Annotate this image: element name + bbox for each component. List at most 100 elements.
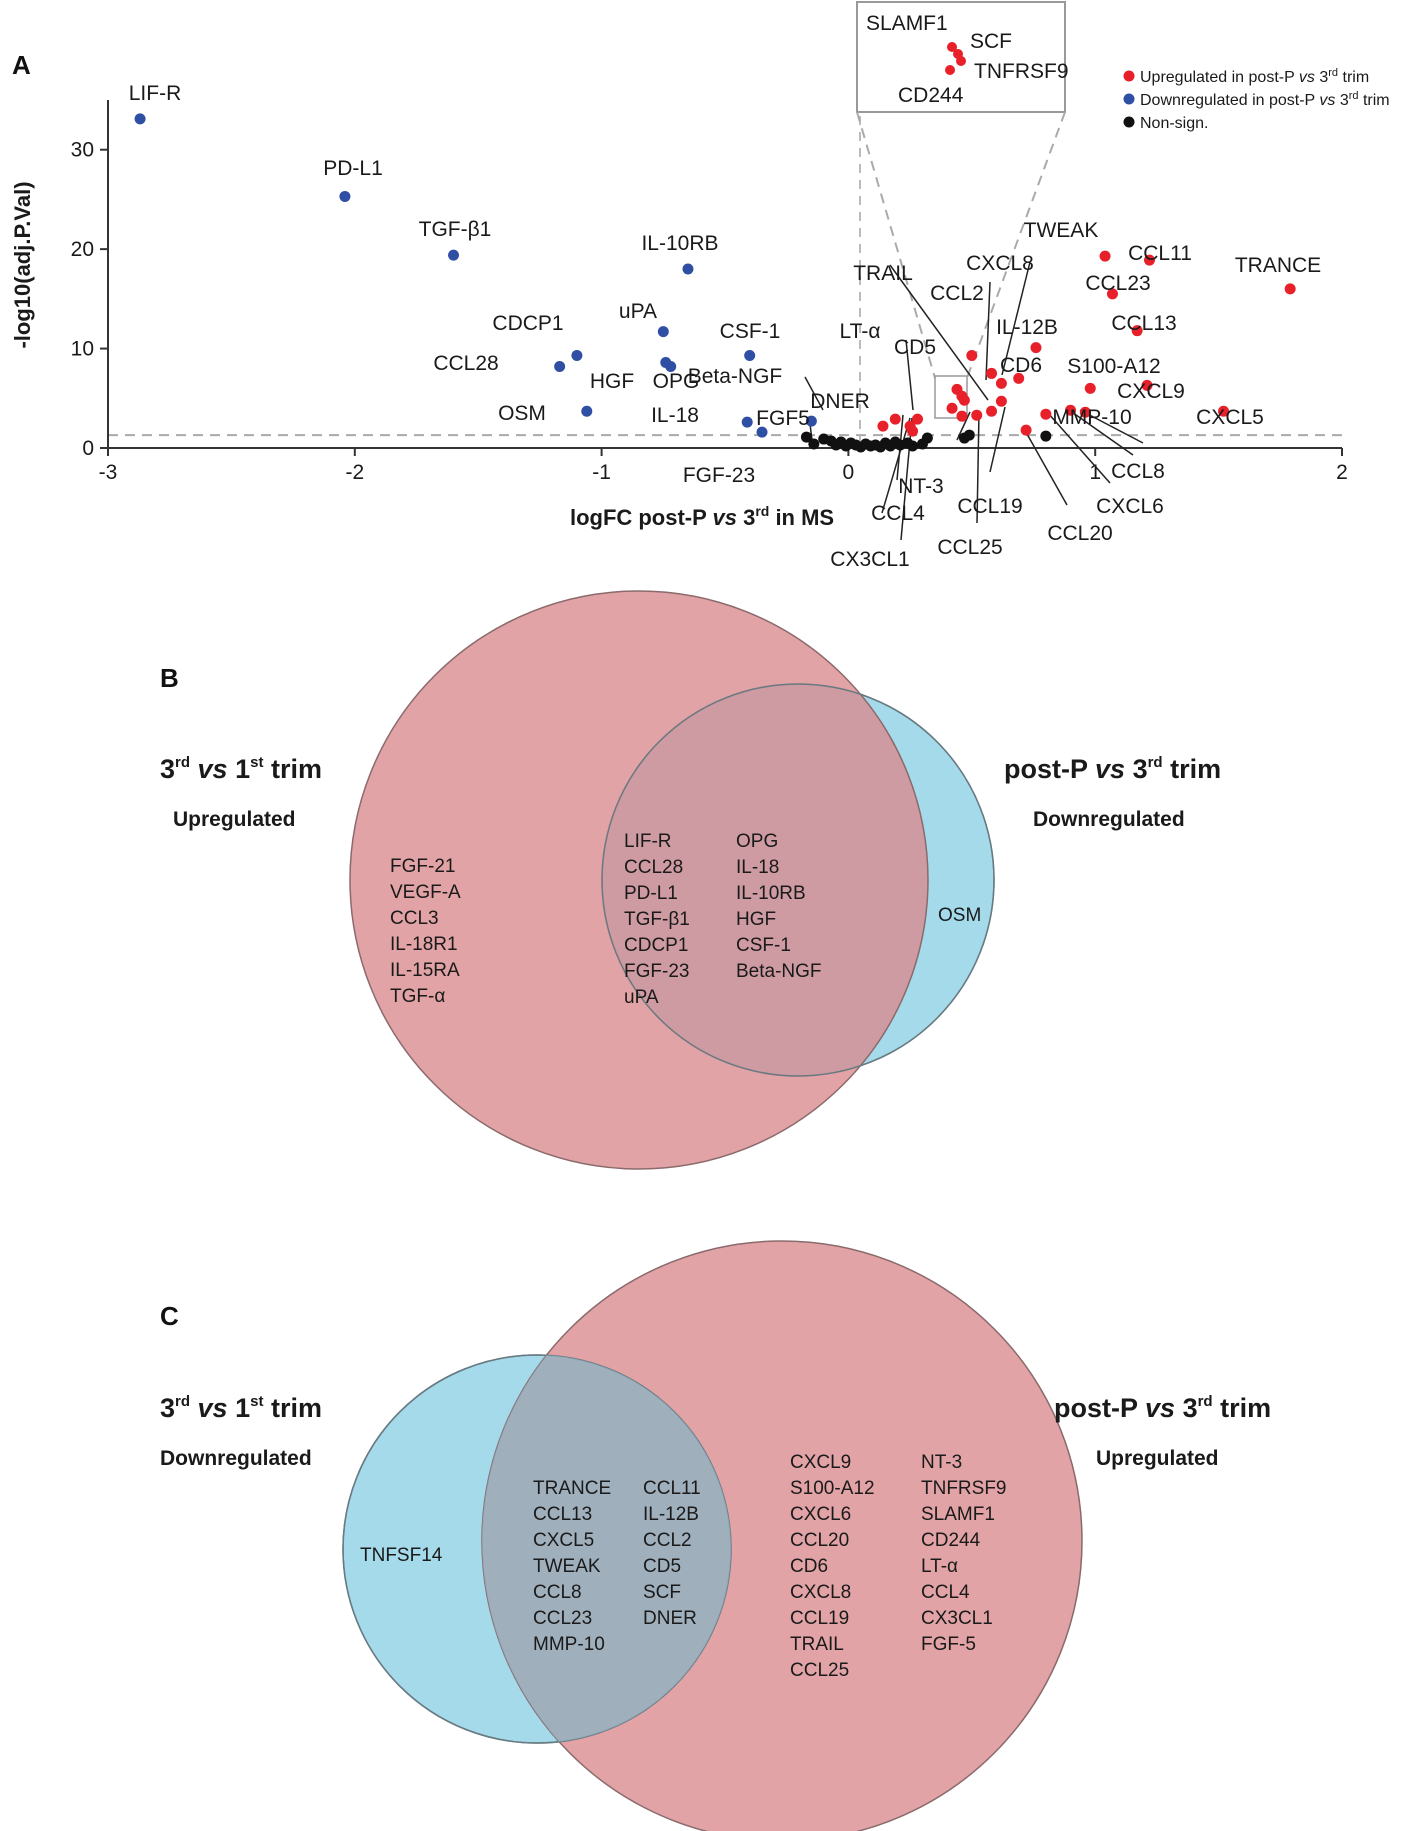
x-tick-label: 2 — [1336, 461, 1348, 484]
point-fgf-23 — [756, 426, 768, 438]
inset-point-slamf1 — [947, 42, 957, 52]
venn-b-shared-item-csf-1: CSF-1 — [736, 935, 791, 956]
point-label-cd5: CD5 — [894, 336, 936, 359]
venn-b-right-subtitle: Downregulated — [1033, 808, 1185, 831]
venn-b-shared-item-il-10rb: IL-10RB — [736, 883, 806, 904]
point-csf-1 — [744, 350, 756, 362]
venn-b-shared-item-tgf-1: TGF-β1 — [624, 909, 690, 930]
venn-b-left-item-ccl3: CCL3 — [390, 908, 439, 929]
venn-b-left-item-vegf-a: VEGF-A — [390, 882, 461, 903]
point-ccl8 — [1065, 404, 1077, 416]
venn-b-left-item-fgf-21: FGF-21 — [390, 856, 455, 877]
point-ccl20 — [1020, 424, 1032, 436]
venn-c-left-subtitle: Downregulated — [160, 1447, 312, 1470]
x-tick-label: -3 — [99, 461, 118, 484]
venn-b-right-outline — [601, 683, 995, 1077]
venn-c-intersection — [482, 1355, 731, 1743]
inset-zoom-line-left — [856, 111, 936, 379]
venn-c-shared-item-mmp-10: MMP-10 — [533, 1634, 605, 1655]
legend-label-ns: Non-sign. — [1140, 115, 1208, 132]
point-ccl11 — [1143, 254, 1155, 266]
point-ccl19 — [995, 395, 1007, 407]
volcano-points — [134, 113, 1296, 453]
venn-b-shared-item-lif-r: LIF-R — [624, 831, 672, 852]
point-label-cd6: CD6 — [1000, 354, 1042, 377]
point-label-tweak: TWEAK — [1024, 219, 1099, 242]
venn-c-shared-item-ccl2: CCL2 — [643, 1530, 692, 1551]
venn-c-right-item-tnfrsf9: TNFRSF9 — [921, 1478, 1007, 1499]
venn-c-right-item-fgf-5: FGF-5 — [921, 1634, 976, 1655]
x-tick-label: -2 — [345, 461, 364, 484]
venn-b-shared-item-pd-l1: PD-L1 — [624, 883, 678, 904]
venn-b-left-subtitle: Upregulated — [173, 808, 296, 831]
point-label-cxcl6: CXCL6 — [1096, 495, 1164, 518]
point-ccl28 — [554, 360, 566, 372]
point-cdcp1 — [571, 350, 583, 362]
point-s100-a12 — [1084, 382, 1096, 394]
point-fgf5 — [877, 420, 889, 432]
point-cx3cl1 — [904, 420, 916, 432]
point-label-fgf5: FGF5 — [756, 407, 810, 430]
legend-label-down: Downregulated in post-P vs 3rd trim — [1140, 90, 1390, 109]
point-cxcl9 — [1141, 379, 1153, 391]
venn-b-shared-item-beta-ngf: Beta-NGF — [736, 961, 822, 982]
venn-c-right-title: post-P vs 3rd trim — [1054, 1393, 1271, 1423]
point-label-ccl11: CCL11 — [1128, 242, 1192, 265]
point-osm — [581, 405, 593, 417]
inset-zoom-line-right — [966, 111, 1066, 379]
point-label-upa: uPA — [619, 300, 657, 323]
point-label-dner: DNER — [810, 390, 870, 413]
legend-marker-up — [1123, 70, 1135, 82]
panel-b-venn: B 3rd vs 1st trim Upregulated post-P vs … — [160, 590, 1221, 1170]
y-tick-label: 0 — [82, 437, 94, 460]
point-label-mmp-10: MMP-10 — [1052, 406, 1131, 429]
legend-label-up: Upregulated in post-P vs 3rd trim — [1140, 67, 1369, 86]
venn-b-shared-item-ccl28: CCL28 — [624, 857, 683, 878]
point-label-opg: OPG — [653, 370, 700, 393]
point-tweak — [1099, 250, 1111, 262]
venn-c-right-item-cxcl8: CXCL8 — [790, 1582, 851, 1603]
point-label-tgf-1: TGF-β1 — [419, 218, 492, 241]
panel-c-venn: C 3rd vs 1st trim Downregulated post-P v… — [160, 1240, 1271, 1831]
point-nonsig — [963, 429, 975, 441]
point-label-ccl28: CCL28 — [433, 352, 498, 375]
point-label-pd-l1: PD-L1 — [323, 157, 383, 180]
venn-b-right-item-osm: OSM — [938, 905, 981, 926]
point-cd244 — [946, 402, 958, 414]
point-label-il-12b: IL-12B — [996, 316, 1058, 339]
venn-c-right-item-ccl20: CCL20 — [790, 1530, 849, 1551]
point-label-hgf: HGF — [590, 370, 634, 393]
x-tick-label: 1 — [1089, 461, 1101, 484]
venn-b-left-title: 3rd vs 1st trim — [160, 754, 322, 784]
point-label-lt: LT-α — [840, 320, 881, 343]
point-label-nt-3: NT-3 — [898, 475, 944, 498]
legend-marker-down — [1123, 93, 1135, 105]
x-tick-label: 0 — [843, 461, 855, 484]
point-label-lif-r: LIF-R — [129, 82, 182, 105]
y-tick-label: 10 — [71, 338, 94, 361]
point-il-12b — [1030, 342, 1042, 354]
venn-c-shared-item-ccl11: CCL11 — [643, 1478, 701, 1499]
x-axis-title-main: logFC — [570, 505, 632, 530]
venn-b-left-item-il-18r1: IL-18R1 — [390, 934, 458, 955]
point-label-csf-1: CSF-1 — [720, 320, 781, 343]
venn-c-right-item-cd6: CD6 — [790, 1556, 828, 1577]
venn-b-shared-item-upa: uPA — [624, 987, 659, 1008]
point-ccl13 — [1131, 325, 1143, 337]
venn-c-shared-item-tweak: TWEAK — [533, 1556, 601, 1577]
venn-c-right-item-slamf1: SLAMF1 — [921, 1504, 995, 1525]
point-label-ccl8: CCL8 — [1111, 460, 1165, 483]
venn-b-left-set — [349, 590, 929, 1170]
venn-c-shared-item-il-12b: IL-12B — [643, 1504, 699, 1525]
panel-a-letter: A — [12, 50, 31, 80]
point-upa — [657, 326, 669, 338]
point-cxcl5 — [1218, 405, 1230, 417]
panel-c-letter: C — [160, 1301, 179, 1331]
point-label-beta-ngf: Beta-NGF — [688, 365, 783, 388]
point-label-ccl2: CCL2 — [930, 282, 984, 305]
venn-c-left-title: 3rd vs 1st trim — [160, 1393, 322, 1423]
venn-b-shared-item-opg: OPG — [736, 831, 778, 852]
point-cd6 — [1013, 372, 1025, 384]
inset-label-slamf1: SLAMF1 — [866, 12, 948, 35]
